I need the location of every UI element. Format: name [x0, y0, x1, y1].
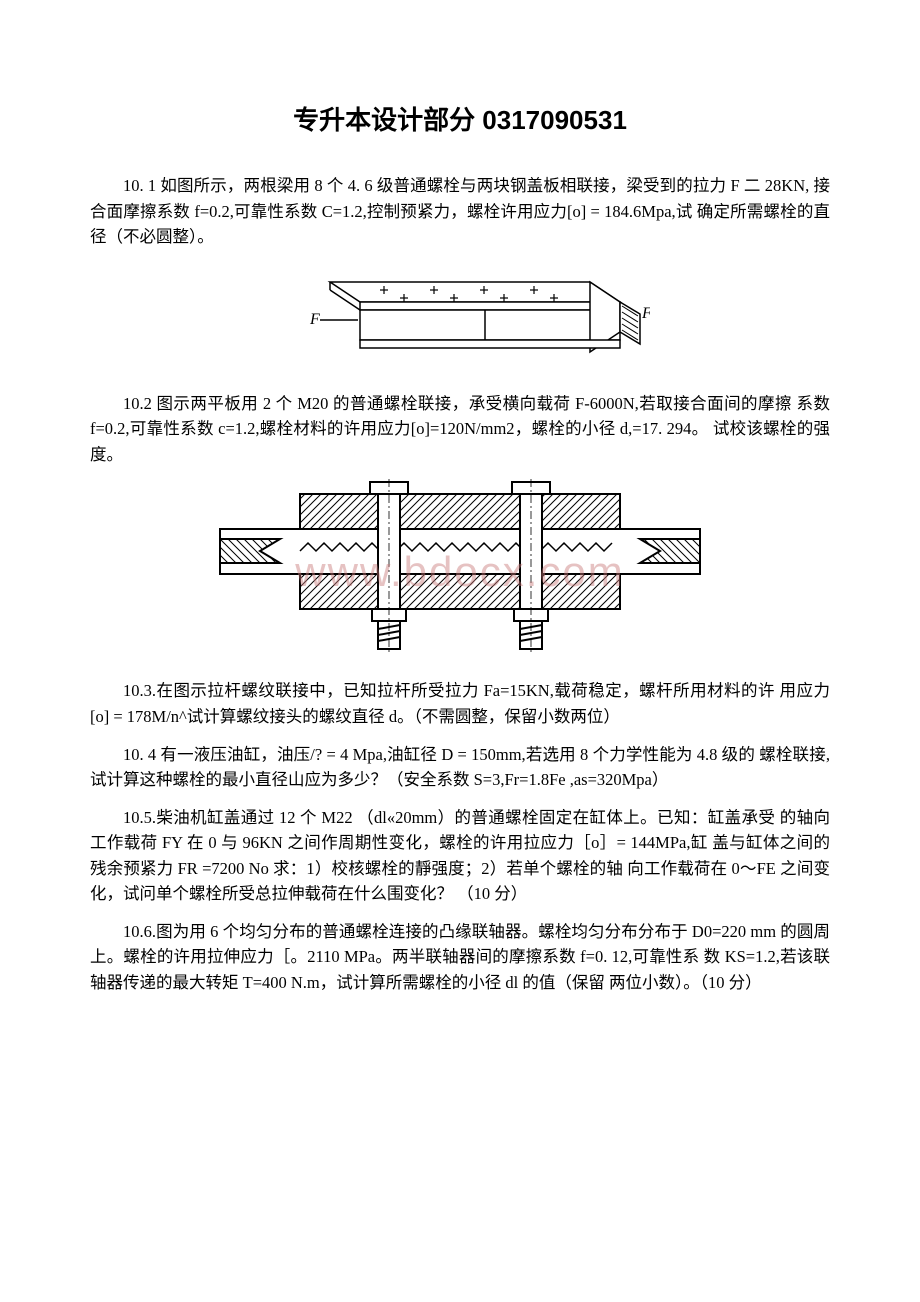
- document-page: 专升本设计部分 0317090531 10. 1 如图所示，两根梁用 8 个 4…: [0, 0, 920, 1068]
- problem-10-4: 10. 4 有一液压油缸，油压/? = 4 Mpa,油缸径 D = 150mm,…: [90, 742, 830, 793]
- force-label-right: F: [641, 305, 650, 322]
- problem-10-5: 10.5.柴油机缸盖通过 12 个 M22 （dl«20mm）的普通螺栓固定在缸…: [90, 805, 830, 907]
- figure-10-1: F F: [90, 262, 830, 377]
- force-label-left: F: [309, 311, 320, 328]
- beam-bolt-diagram: F F: [270, 262, 650, 372]
- figure-10-2: www.bdocx.com: [90, 479, 830, 664]
- problem-10-2: 10.2 图示两平板用 2 个 M20 的普通螺栓联接，承受横向载荷 F-600…: [90, 391, 830, 468]
- problem-10-1: 10. 1 如图所示，两根梁用 8 个 4. 6 级普通螺栓与两块钢盖板相联接，…: [90, 173, 830, 250]
- page-title: 专升本设计部分 0317090531: [90, 100, 830, 137]
- problem-10-6: 10.6.图为用 6 个均匀分布的普通螺栓连接的凸缘联轴器。螺栓均匀分布分布于 …: [90, 919, 830, 996]
- bolt-plate-section: [200, 479, 720, 659]
- problem-10-3: 10.3.在图示拉杆螺纹联接中，已知拉杆所受拉力 Fa=15KN,载荷稳定，螺杆…: [90, 678, 830, 729]
